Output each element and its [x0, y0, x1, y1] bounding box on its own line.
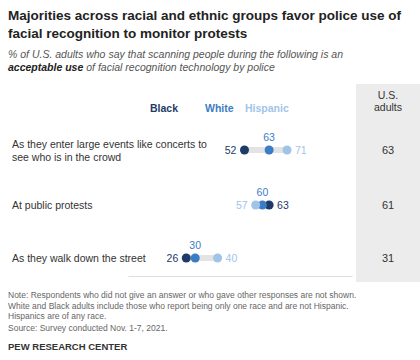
category-label: As they walk down the street	[12, 252, 146, 264]
data-label: 71	[295, 144, 307, 156]
data-label: 40	[226, 252, 238, 264]
dot	[265, 146, 274, 155]
footer: Note: Respondents who did not give an an…	[8, 290, 356, 352]
x-axis	[129, 276, 353, 277]
note: White and Black adults include those who…	[8, 301, 349, 311]
axis-line	[129, 276, 353, 277]
subtitle-part: of facial recognition technology by poli…	[83, 61, 275, 73]
data-label: 26	[167, 252, 179, 264]
data-label: 63	[263, 131, 275, 143]
note: Hispanics are of any race.	[8, 311, 106, 321]
total-value: 61	[382, 199, 394, 211]
note: Note: Respondents who did not give an an…	[8, 290, 356, 300]
total-value: 31	[382, 252, 394, 264]
total-header: U.S.adults	[374, 89, 402, 113]
category-label: At public protests	[12, 199, 93, 211]
dot	[251, 201, 260, 210]
data-label: 63	[277, 199, 289, 211]
marks	[182, 146, 292, 263]
credit: PEW RESEARCH CENTER	[8, 341, 127, 352]
legend-label: Black	[150, 102, 178, 114]
subtitle: acceptable use of facial recognition tec…	[8, 61, 275, 73]
data-label: 52	[225, 144, 237, 156]
data-label: 60	[257, 186, 269, 198]
data-label: 57	[236, 199, 248, 211]
category-label: As they enter large events like concerts…	[12, 138, 207, 163]
chart-container: Majorities across racial and ethnic grou…	[0, 0, 420, 360]
dot	[182, 254, 191, 263]
legend-label: White	[205, 102, 234, 114]
subtitle: % of U.S. adults who say that scanning p…	[8, 48, 343, 60]
dot	[283, 146, 292, 155]
source: Source: Survey conducted Nov. 1-7, 2021.	[8, 323, 168, 333]
dot	[240, 146, 249, 155]
labels: 52 63 71 63 60 57 26 30 40	[167, 131, 307, 264]
total-column-bg	[356, 84, 420, 282]
subtitle-part: acceptable use	[8, 61, 83, 73]
dot	[191, 254, 200, 263]
data-label: 30	[189, 239, 201, 251]
subtitle-part: % of U.S. adults who say that scanning p…	[8, 48, 343, 60]
dot	[213, 254, 222, 263]
chart-svg: Majorities across racial and ethnic grou…	[0, 0, 420, 360]
total-value: 63	[382, 144, 394, 156]
legend-label: Hispanic	[245, 102, 289, 114]
title: Majorities across racial and ethnic grou…	[8, 8, 402, 41]
